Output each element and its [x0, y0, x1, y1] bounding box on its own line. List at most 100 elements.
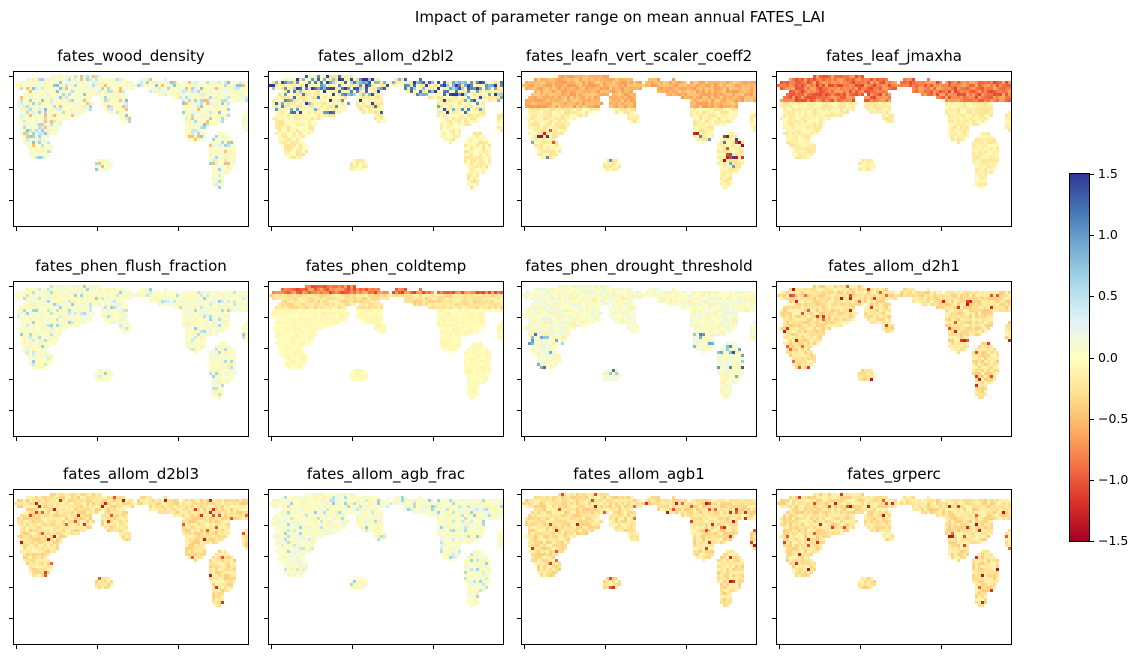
map-cell — [603, 75, 606, 78]
map-cell — [807, 84, 810, 87]
map-cell — [26, 114, 29, 117]
map-cell — [215, 186, 218, 189]
map-cell — [531, 129, 534, 132]
map-cell — [531, 84, 534, 87]
map-cell — [182, 300, 185, 303]
map-cell — [50, 291, 53, 294]
map-cell — [555, 108, 558, 111]
map-cell — [993, 141, 996, 144]
map-cell — [47, 102, 50, 105]
map-cell — [476, 114, 479, 117]
map-cell — [92, 303, 95, 306]
map-cell — [675, 93, 678, 96]
map-cell — [729, 111, 732, 114]
map-cell — [543, 108, 546, 111]
map-panel: fates_leaf_jmaxha — [772, 47, 1012, 231]
map-cell — [113, 99, 116, 102]
map-cell — [299, 105, 302, 108]
map-cell — [110, 165, 113, 168]
map-cell — [317, 117, 320, 120]
map-cell — [987, 135, 990, 138]
map-cell — [528, 87, 531, 90]
map-cell — [338, 96, 341, 99]
map-cell — [65, 300, 68, 303]
map-cell — [416, 81, 419, 84]
map-cell — [999, 93, 1002, 96]
map-cell — [807, 153, 810, 156]
map-cell — [984, 183, 987, 186]
map-cell — [726, 132, 729, 135]
map-cell — [470, 183, 473, 186]
map-cell — [534, 99, 537, 102]
map-cell — [531, 87, 534, 90]
map-cell — [356, 102, 359, 105]
map-cell — [101, 159, 104, 162]
map-cell — [750, 87, 753, 90]
map-cell — [834, 99, 837, 102]
map-cell — [62, 297, 65, 300]
map-cell — [194, 120, 197, 123]
map-cell — [473, 165, 476, 168]
map-cell — [672, 90, 675, 93]
map-cell — [308, 78, 311, 81]
map-cell — [212, 183, 215, 186]
map-cell — [540, 90, 543, 93]
map-cell — [233, 99, 236, 102]
map-cell — [356, 81, 359, 84]
map-cell — [41, 117, 44, 120]
map-cell — [191, 90, 194, 93]
map-cell — [795, 123, 798, 126]
map-cell — [446, 138, 449, 141]
map-cell — [212, 174, 215, 177]
map-cell — [786, 96, 789, 99]
map-cell — [882, 111, 885, 114]
map-cell — [224, 138, 227, 141]
map-cell — [708, 138, 711, 141]
map-cell — [804, 96, 807, 99]
map-cell — [888, 93, 891, 96]
map-cell — [825, 87, 828, 90]
map-cell — [56, 114, 59, 117]
map-cell — [843, 108, 846, 111]
map-cell — [975, 144, 978, 147]
map-cell — [954, 81, 957, 84]
map-cell — [482, 147, 485, 150]
map-cell — [624, 108, 627, 111]
map-cell — [570, 111, 573, 114]
map-cell — [464, 99, 467, 102]
map-cell — [738, 165, 741, 168]
map-cell — [320, 105, 323, 108]
map-cell — [350, 75, 353, 78]
map-cell — [218, 99, 221, 102]
map-cell — [978, 165, 981, 168]
map-cell — [119, 117, 122, 120]
map-cell — [867, 87, 870, 90]
map-cell — [272, 87, 275, 90]
map-cell — [98, 162, 101, 165]
map-cell — [900, 81, 903, 84]
map-cell — [332, 108, 335, 111]
map-cell — [564, 117, 567, 120]
map-cell — [50, 123, 53, 126]
map-cell — [467, 144, 470, 147]
map-cell — [732, 93, 735, 96]
map-cell — [338, 87, 341, 90]
map-cell — [813, 78, 816, 81]
map-cell — [368, 102, 371, 105]
map-cell — [83, 291, 86, 294]
map-cell — [194, 108, 197, 111]
map-cell — [278, 126, 281, 129]
map-cell — [488, 93, 491, 96]
map-cell — [467, 87, 470, 90]
map-cell — [32, 105, 35, 108]
map-cell — [359, 90, 362, 93]
map-cell — [990, 162, 993, 165]
map-cell — [59, 294, 62, 297]
map-cell — [849, 75, 852, 78]
map-cell — [206, 123, 209, 126]
map-cell — [822, 87, 825, 90]
map-cell — [990, 96, 993, 99]
map-cell — [194, 81, 197, 84]
map-cell — [627, 102, 630, 105]
map-cell — [482, 99, 485, 102]
